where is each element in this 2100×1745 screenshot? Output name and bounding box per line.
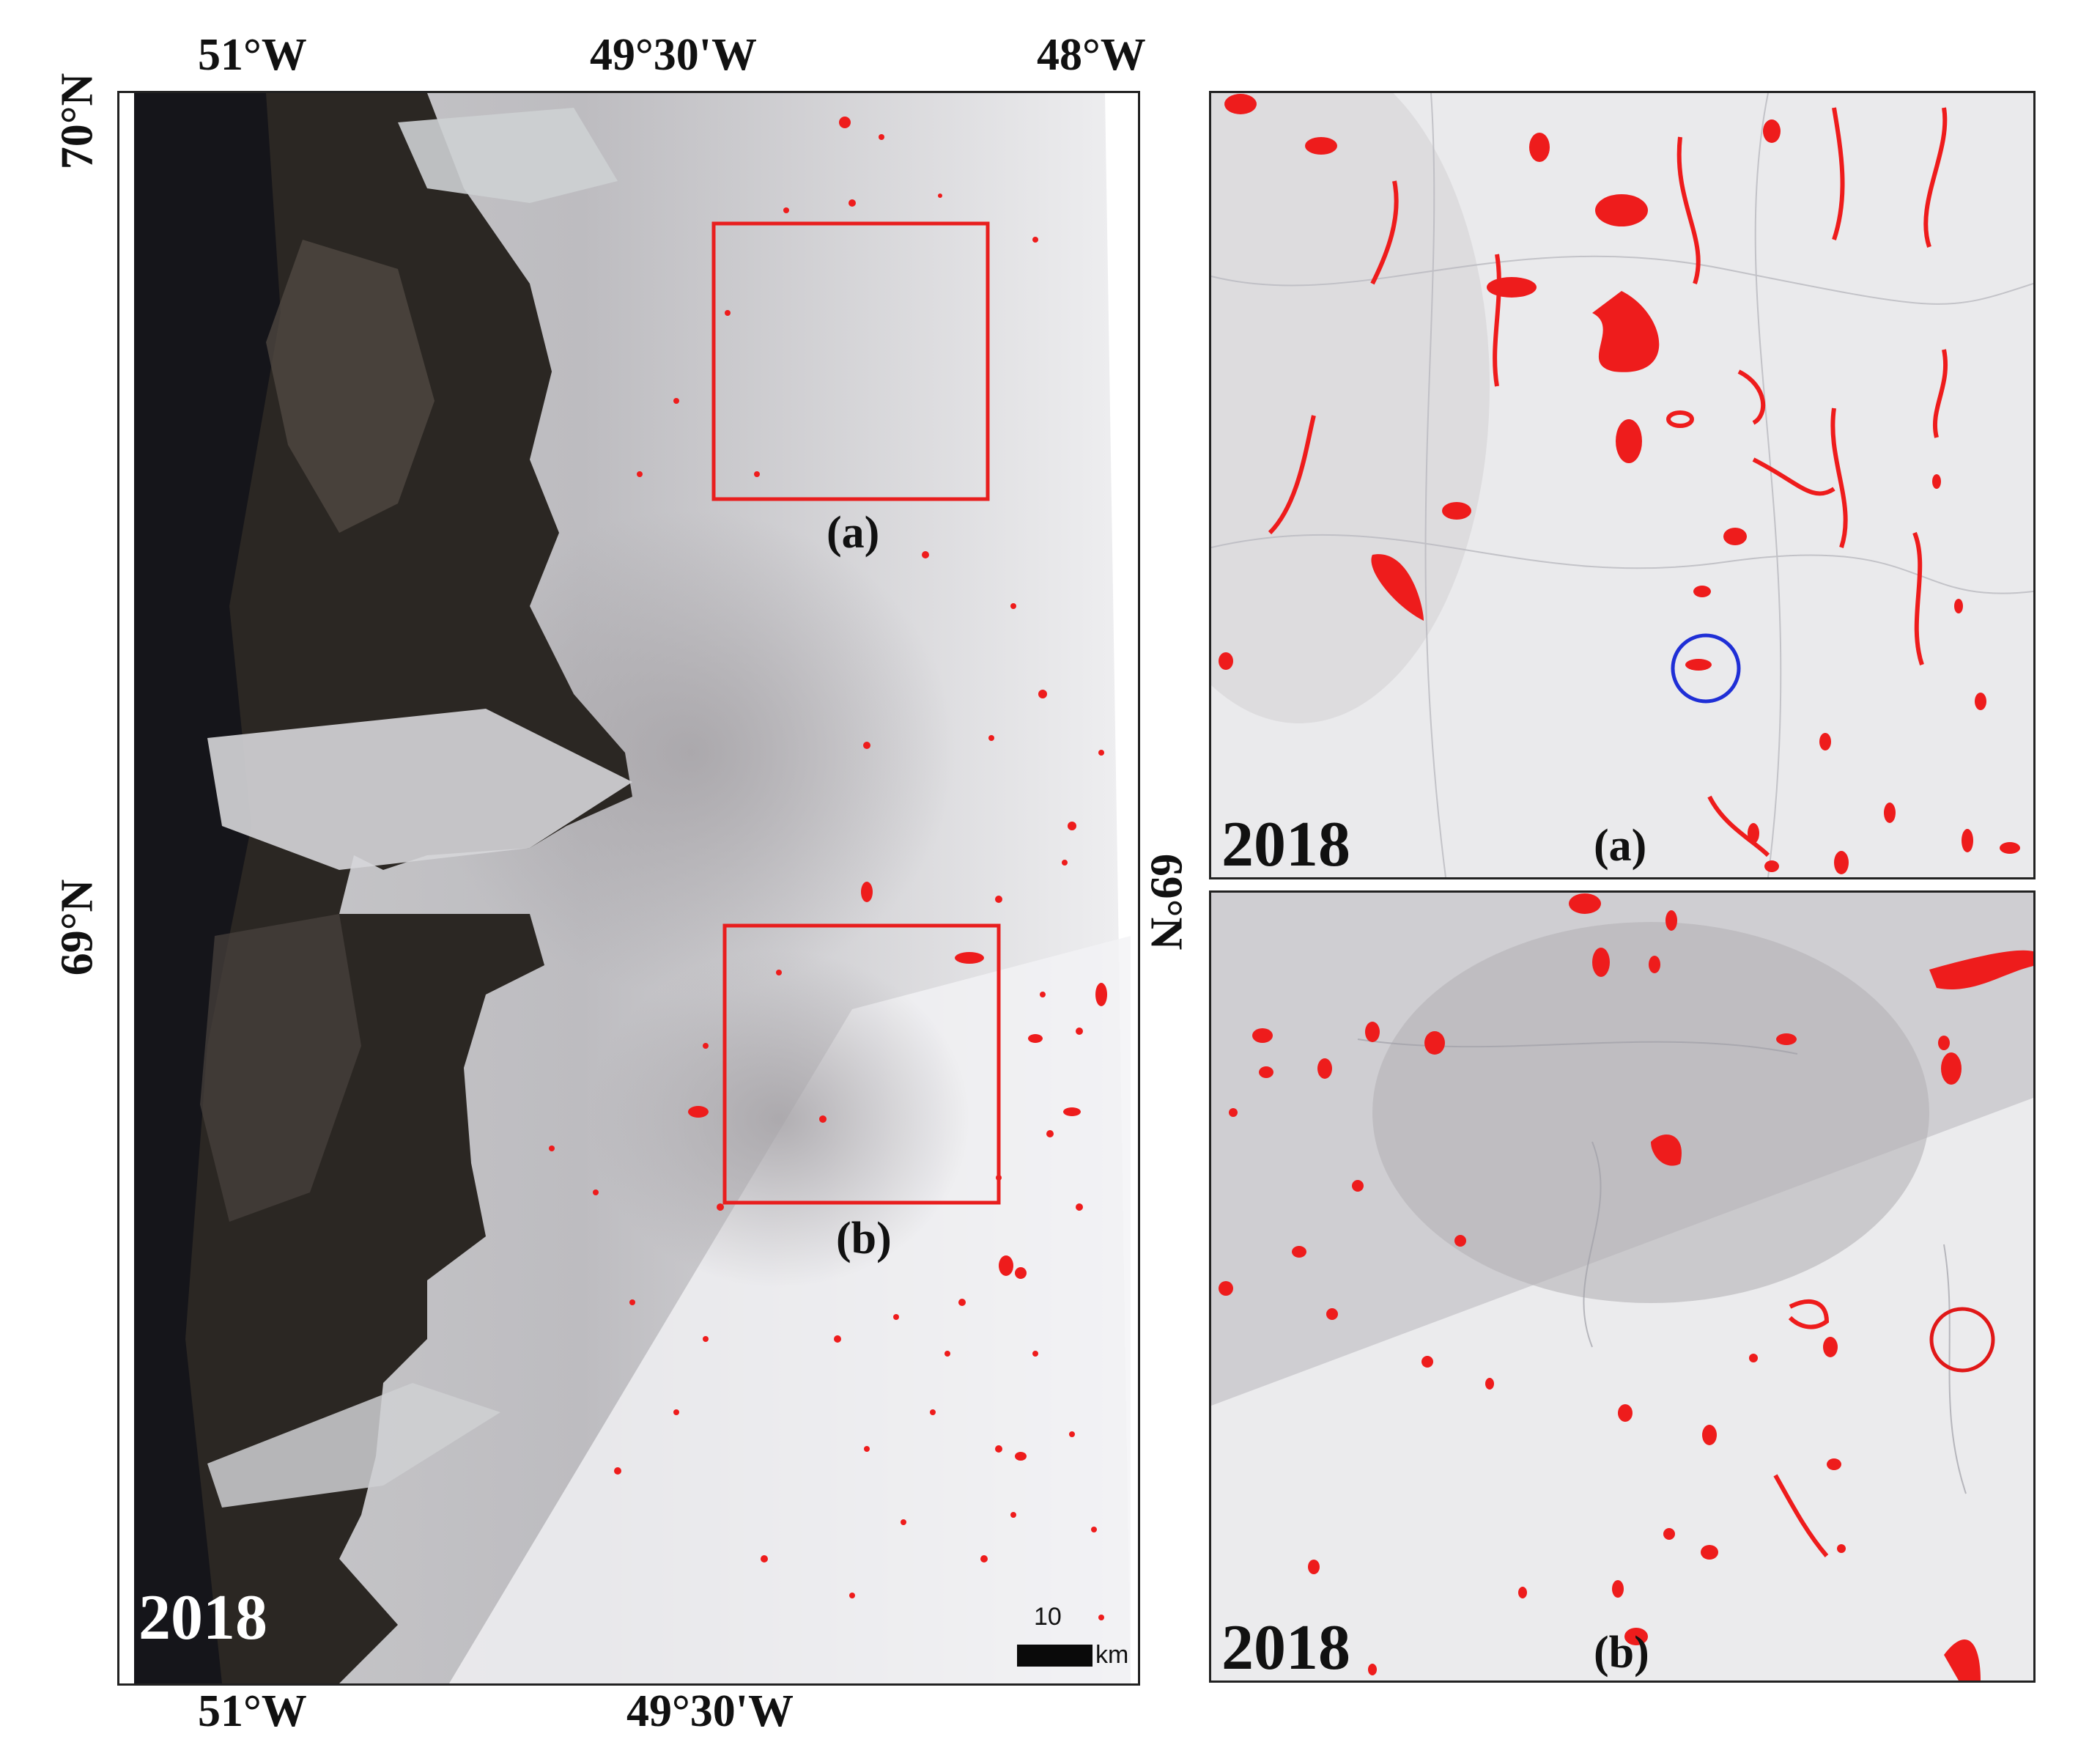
lon-label-top-48w: 48°W	[1037, 30, 1146, 80]
main-map-panel: 2018 (a) (b) 10 km	[117, 91, 1140, 1686]
inset-b-label: (b)	[1594, 1628, 1649, 1678]
box-a	[711, 221, 990, 501]
lat-label-left-69n: 69°N	[52, 879, 103, 976]
main-box-label-b: (b)	[836, 1214, 892, 1263]
inset-b-year-label: 2018	[1221, 1612, 1350, 1683]
inset-a-image	[1211, 93, 2033, 877]
inset-b-panel: 2018 (b)	[1209, 890, 2036, 1683]
inset-b-image	[1211, 893, 2033, 1681]
scale-bar	[1017, 1645, 1092, 1667]
main-year-label: 2018	[138, 1582, 267, 1653]
main-box-label-a: (a)	[827, 508, 880, 558]
lat-label-left-70n: 70°N	[52, 73, 103, 170]
lat-label-right-69n: 69°N	[1141, 853, 1191, 951]
scale-bar-value: 10	[1034, 1603, 1062, 1631]
main-map-image	[134, 93, 1131, 1683]
lon-label-bottom-49-30w: 49°30'W	[626, 1686, 794, 1736]
inset-a-year-label: 2018	[1221, 809, 1350, 879]
lon-label-bottom-51w: 51°W	[198, 1686, 307, 1736]
inset-a-highlight-circle	[1671, 633, 1741, 704]
box-b	[722, 923, 1001, 1205]
lon-label-top-49-30w: 49°30'W	[590, 30, 758, 80]
lon-label-top-51w: 51°W	[198, 30, 307, 80]
scale-bar-unit: km	[1095, 1641, 1129, 1669]
inset-a-panel: 2018 (a)	[1209, 91, 2036, 879]
inset-a-label: (a)	[1594, 821, 1647, 871]
inset-b-highlight-circle	[1929, 1307, 1995, 1373]
